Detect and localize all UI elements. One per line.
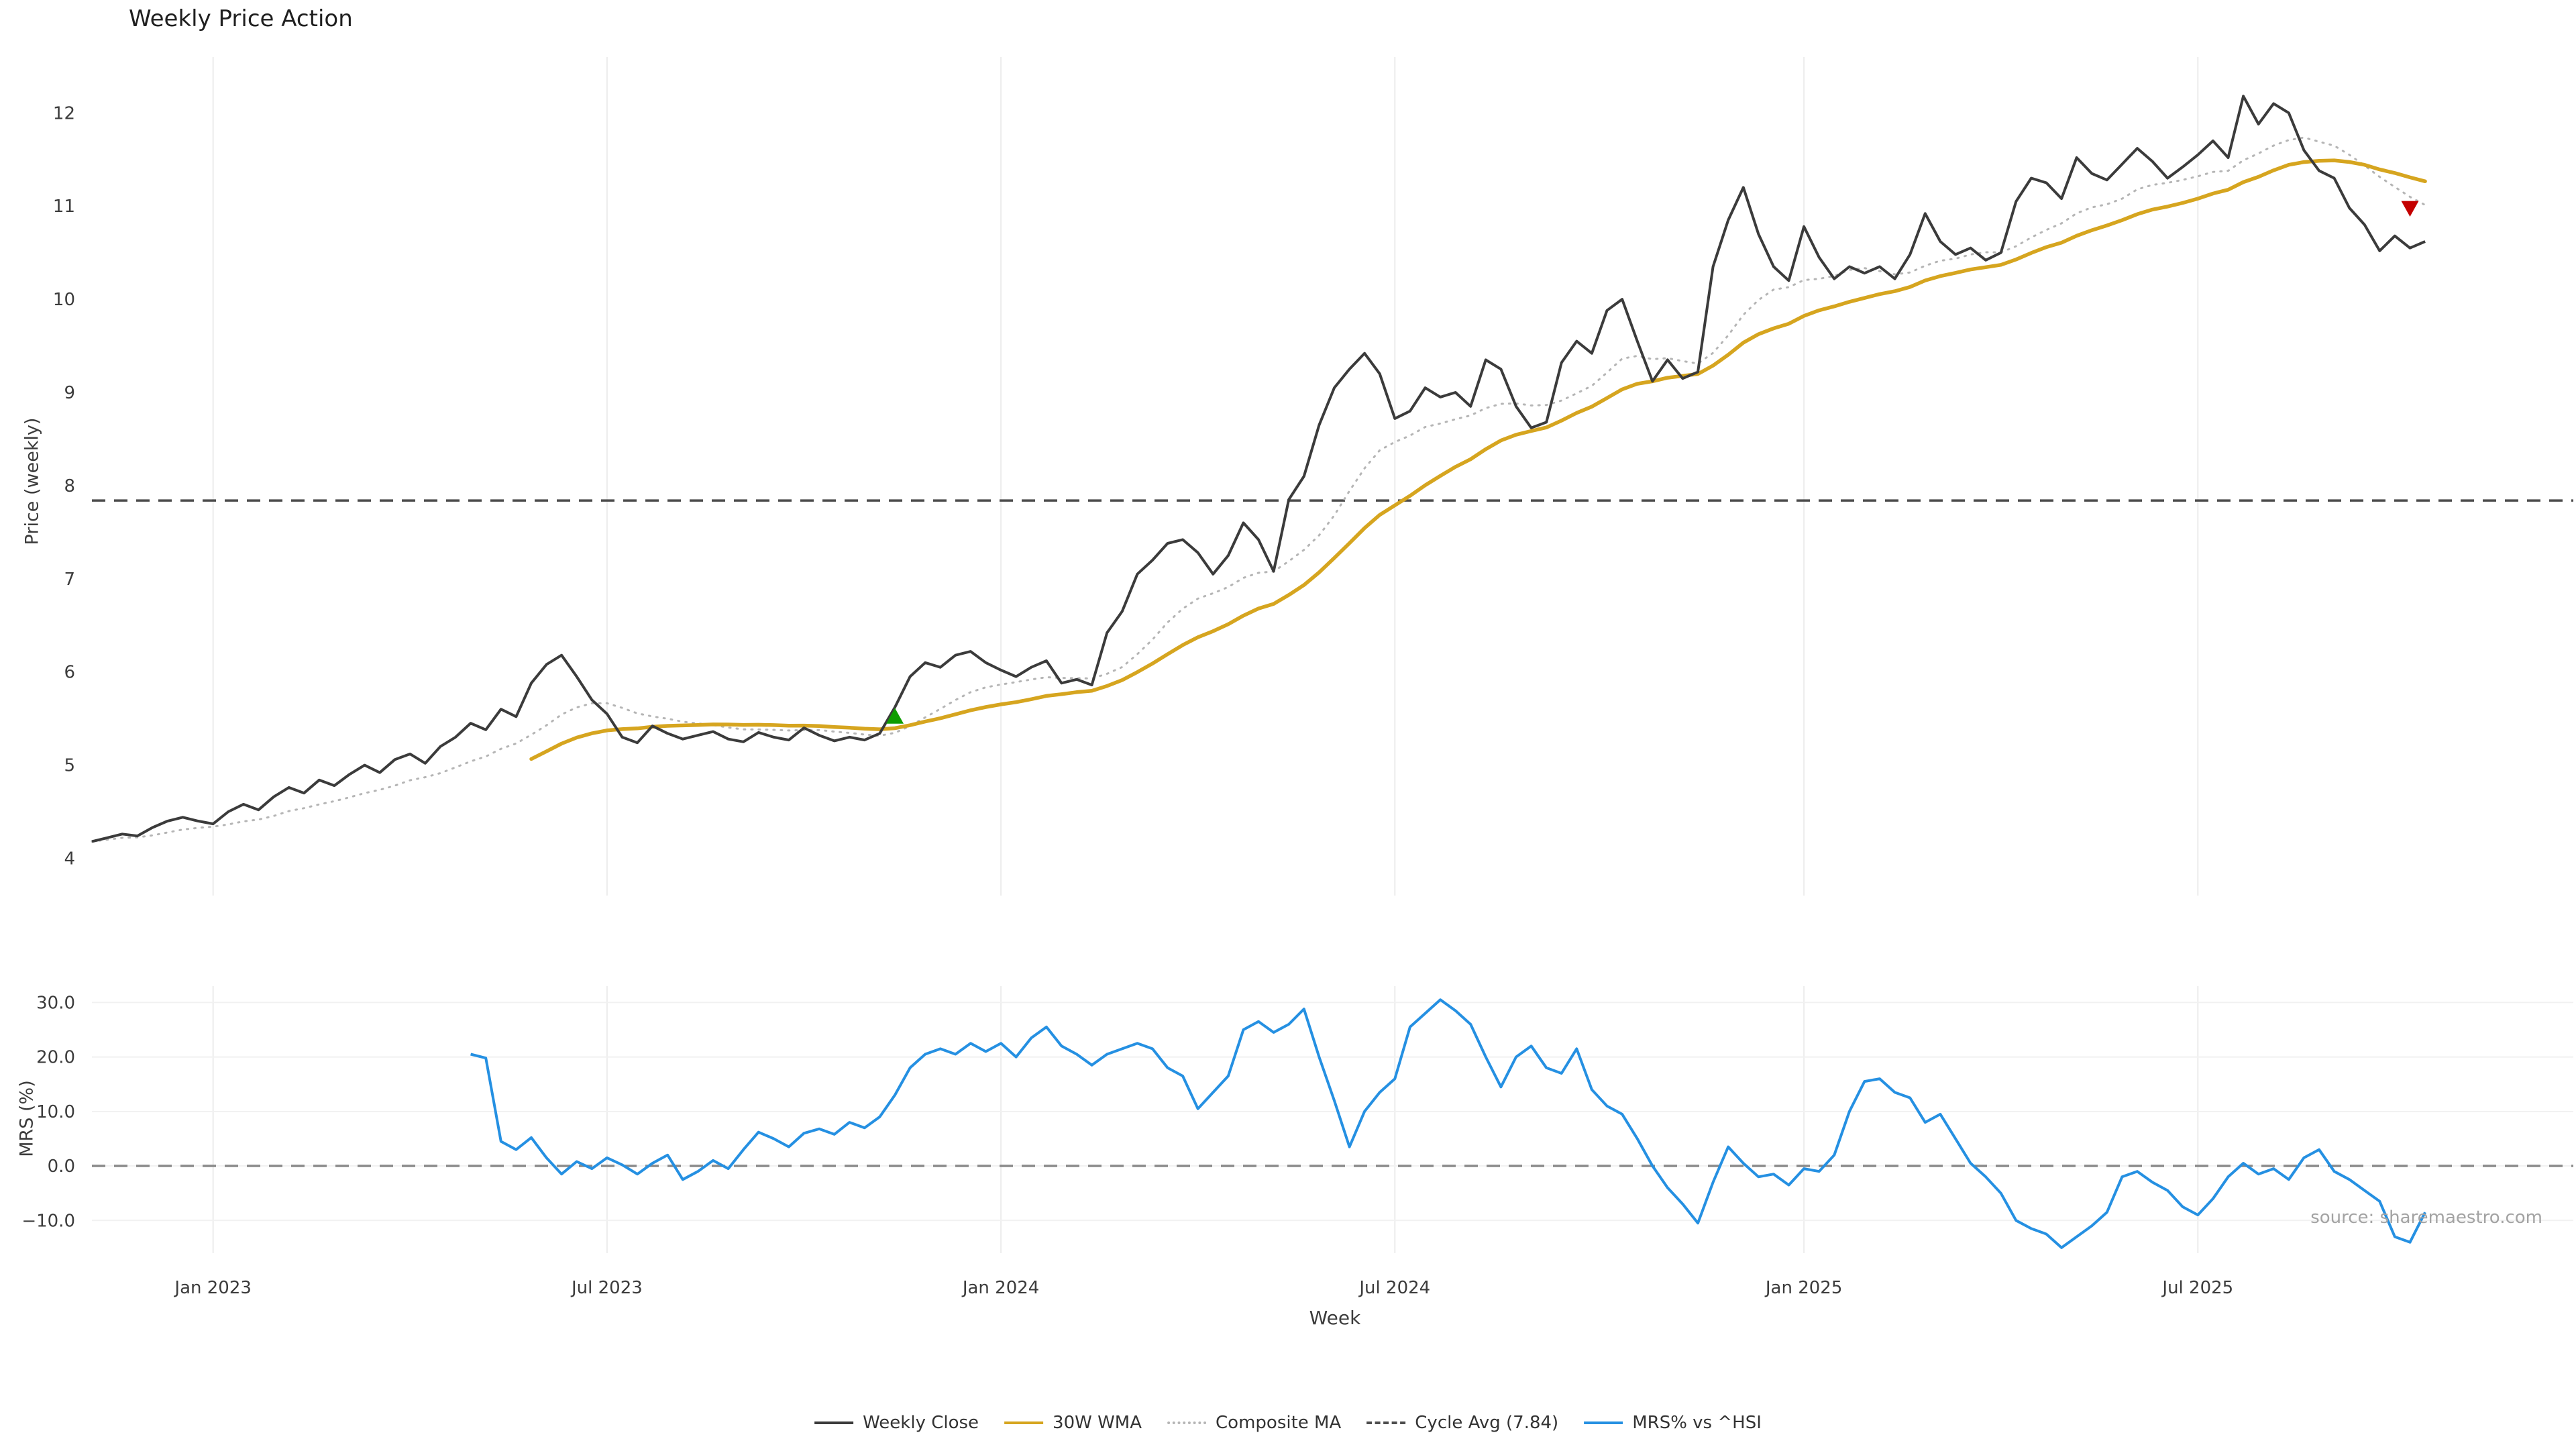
legend: Weekly Close 30W WMA Composite MA Cycle Avg…	[814, 1413, 1762, 1433]
legend-item-composite-ma: Composite MA	[1167, 1413, 1341, 1433]
composite-ma-line	[91, 136, 2426, 843]
legend-swatch-composite-ma	[1167, 1421, 1207, 1424]
x-tick-label: Jan 2024	[961, 1278, 1040, 1298]
legend-label-wma: 30W WMA	[1053, 1413, 1142, 1433]
mrs-tick-label: 0.0	[48, 1157, 75, 1177]
price-tick-label: 12	[53, 103, 75, 123]
weekly-close-line	[91, 95, 2426, 843]
x-axis-label: Week	[1309, 1307, 1361, 1329]
mrs-vs-hsi-line	[470, 998, 2426, 1249]
mrs-tick-label: 20.0	[36, 1048, 75, 1068]
watermark-text: source: sharemaestro.com	[2310, 1208, 2542, 1228]
mrs-tick-label: 30.0	[36, 993, 75, 1013]
chart-title: Weekly Price Action	[129, 5, 353, 32]
mrs-tick-label: −10.0	[21, 1211, 75, 1231]
price-tick-label: 10	[53, 290, 75, 310]
price-axis-label: Price (weekly)	[21, 417, 43, 545]
price-tick-label: 7	[64, 570, 75, 590]
buy-signal-marker	[886, 708, 904, 724]
price-tick-label: 9	[64, 383, 75, 403]
legend-swatch-weekly-close	[814, 1421, 854, 1424]
legend-item-weekly-close: Weekly Close	[814, 1413, 979, 1433]
x-tick-label: Jul 2023	[570, 1278, 643, 1298]
mrs-tick-label: 10.0	[36, 1102, 75, 1122]
legend-label-cycle-avg: Cycle Avg (7.84)	[1415, 1413, 1559, 1433]
legend-item-cycle-avg: Cycle Avg (7.84)	[1366, 1413, 1558, 1433]
price-tick-label: 11	[53, 197, 75, 217]
wma-30w-line	[529, 158, 2427, 761]
price-tick-label: 6	[64, 663, 75, 683]
legend-label-composite-ma: Composite MA	[1216, 1413, 1342, 1433]
legend-label-weekly-close: Weekly Close	[863, 1413, 979, 1433]
price-tick-label: 8	[64, 476, 75, 496]
price-tick-label: 4	[64, 849, 75, 869]
x-tick-label: Jan 2023	[173, 1278, 252, 1298]
x-tick-label: Jul 2025	[2161, 1278, 2233, 1298]
x-tick-label: Jul 2024	[1358, 1278, 1430, 1298]
price-tick-label: 5	[64, 756, 75, 776]
legend-item-wma: 30W WMA	[1004, 1413, 1142, 1433]
legend-label-mrs: MRS% vs ^HSI	[1632, 1413, 1762, 1433]
legend-item-mrs: MRS% vs ^HSI	[1584, 1413, 1762, 1433]
mrs-axis-label: MRS (%)	[16, 1080, 38, 1157]
legend-swatch-cycle-avg	[1366, 1421, 1406, 1424]
chart-canvas: Jan 2023 Jul 2023 Jan 2024 Jul 2024 Jan 2025…	[21, 57, 2573, 1298]
sell-signal-marker	[2401, 201, 2419, 217]
x-tick-label: Jan 2025	[1764, 1278, 1843, 1298]
legend-swatch-wma	[1004, 1421, 1044, 1424]
legend-swatch-mrs	[1584, 1421, 1623, 1424]
